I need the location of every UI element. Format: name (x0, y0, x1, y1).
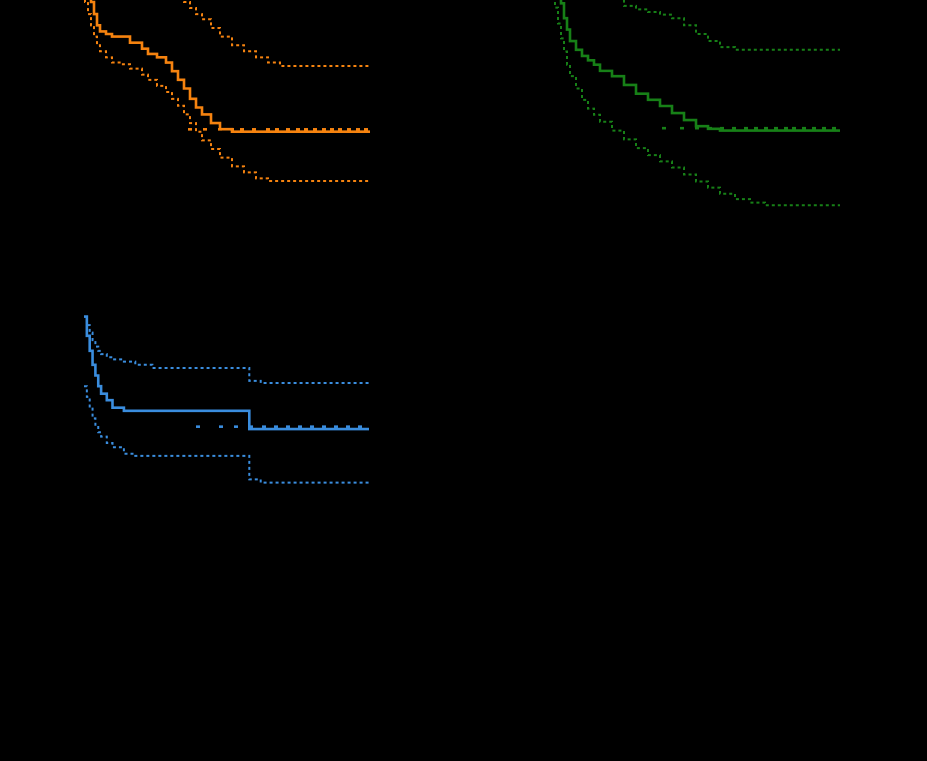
km-curve-median-survival (84, 315, 369, 431)
green-survival-panel (540, 0, 840, 214)
blue-survival-panel (84, 315, 369, 488)
orange-survival-panel (70, 0, 370, 194)
green-survival-plot-area (554, 0, 840, 207)
km-curve-upper-confidence-bound (183, 0, 370, 67)
km-curve-upper-confidence-bound (623, 0, 840, 51)
km-curve-upper-confidence-bound (84, 315, 369, 384)
km-curve-median-survival (559, 0, 840, 132)
orange-survival-plot-area (84, 0, 370, 183)
km-curve-lower-confidence-bound (554, 0, 840, 207)
blue-survival-plot-area (84, 315, 369, 484)
km-curve-median-survival (89, 0, 370, 134)
km-curve-lower-confidence-bound (84, 385, 369, 484)
km-curve-lower-confidence-bound (84, 0, 370, 183)
